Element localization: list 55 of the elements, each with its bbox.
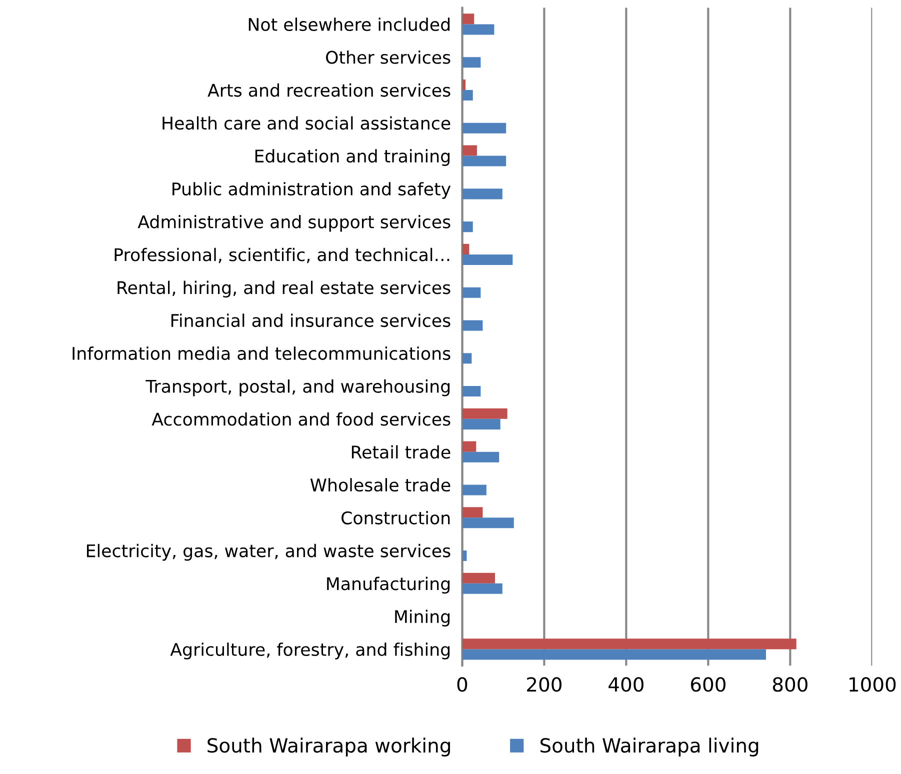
bar xyxy=(462,287,481,298)
bar xyxy=(462,353,472,364)
bar xyxy=(462,79,466,90)
y-tick-label: Health care and social assistance xyxy=(162,116,450,130)
bar xyxy=(462,583,502,594)
bar xyxy=(462,57,481,68)
bar xyxy=(462,649,766,660)
y-tick-label: Construction xyxy=(342,511,450,524)
x-tick-label: 1000 xyxy=(850,677,896,692)
x-tick-label: 400 xyxy=(608,677,644,692)
bar xyxy=(462,222,473,232)
bar xyxy=(462,24,494,35)
y-tick-label: Retail trade xyxy=(352,445,450,459)
bar xyxy=(462,638,796,650)
bar xyxy=(462,244,470,254)
bar xyxy=(462,418,500,430)
y-tick-label: Financial and insurance services xyxy=(171,314,450,328)
y-tick-label: Electricity, gas, water, and waste services xyxy=(86,544,450,561)
y-tick-label: Mining xyxy=(395,610,450,627)
y-tick-label: Administrative and support services xyxy=(138,214,450,232)
x-tick-label: 600 xyxy=(690,677,726,692)
bar xyxy=(462,320,483,331)
y-tick-label: Agriculture, forestry, and fishing xyxy=(170,642,450,660)
bar xyxy=(462,441,476,452)
bar xyxy=(462,484,486,496)
y-tick-label: Information media and telecommunications xyxy=(72,346,450,360)
y-tick-label: Rental, hiring, and real estate services xyxy=(118,280,450,298)
bar xyxy=(462,90,473,101)
bar xyxy=(462,145,477,156)
y-tick-label: Education and training xyxy=(255,149,450,166)
x-tick-label: 800 xyxy=(772,677,808,692)
y-tick-label: Transport, postal, and warehousing xyxy=(146,379,450,396)
legend-label: South Wairarapa working xyxy=(208,738,450,756)
x-tick-label: 0 xyxy=(457,677,468,692)
bar xyxy=(462,507,483,518)
y-tick-label: Arts and recreation services xyxy=(208,83,450,97)
y-tick-label: Other services xyxy=(326,50,450,64)
y-tick-label: Accommodation and food services xyxy=(152,412,450,426)
bar xyxy=(462,188,502,200)
y-tick-label: Public administration and safety xyxy=(172,182,451,199)
y-tick-label: Manufacturing xyxy=(327,576,450,594)
bar xyxy=(462,386,481,397)
bar xyxy=(462,254,513,265)
bar xyxy=(462,122,506,134)
bar xyxy=(462,518,514,528)
x-tick-label: 200 xyxy=(527,677,562,692)
legend-label: South Wairarapa living xyxy=(540,738,758,756)
bar xyxy=(462,572,496,584)
y-tick-label: Wholesale trade xyxy=(310,478,450,492)
y-tick-label: Professional, scientific, and technical… xyxy=(114,248,450,264)
bar xyxy=(462,408,508,419)
bar xyxy=(462,14,474,24)
bar xyxy=(462,156,506,166)
y-tick-label: Not elsewhere included xyxy=(248,18,450,32)
bar xyxy=(462,452,500,462)
